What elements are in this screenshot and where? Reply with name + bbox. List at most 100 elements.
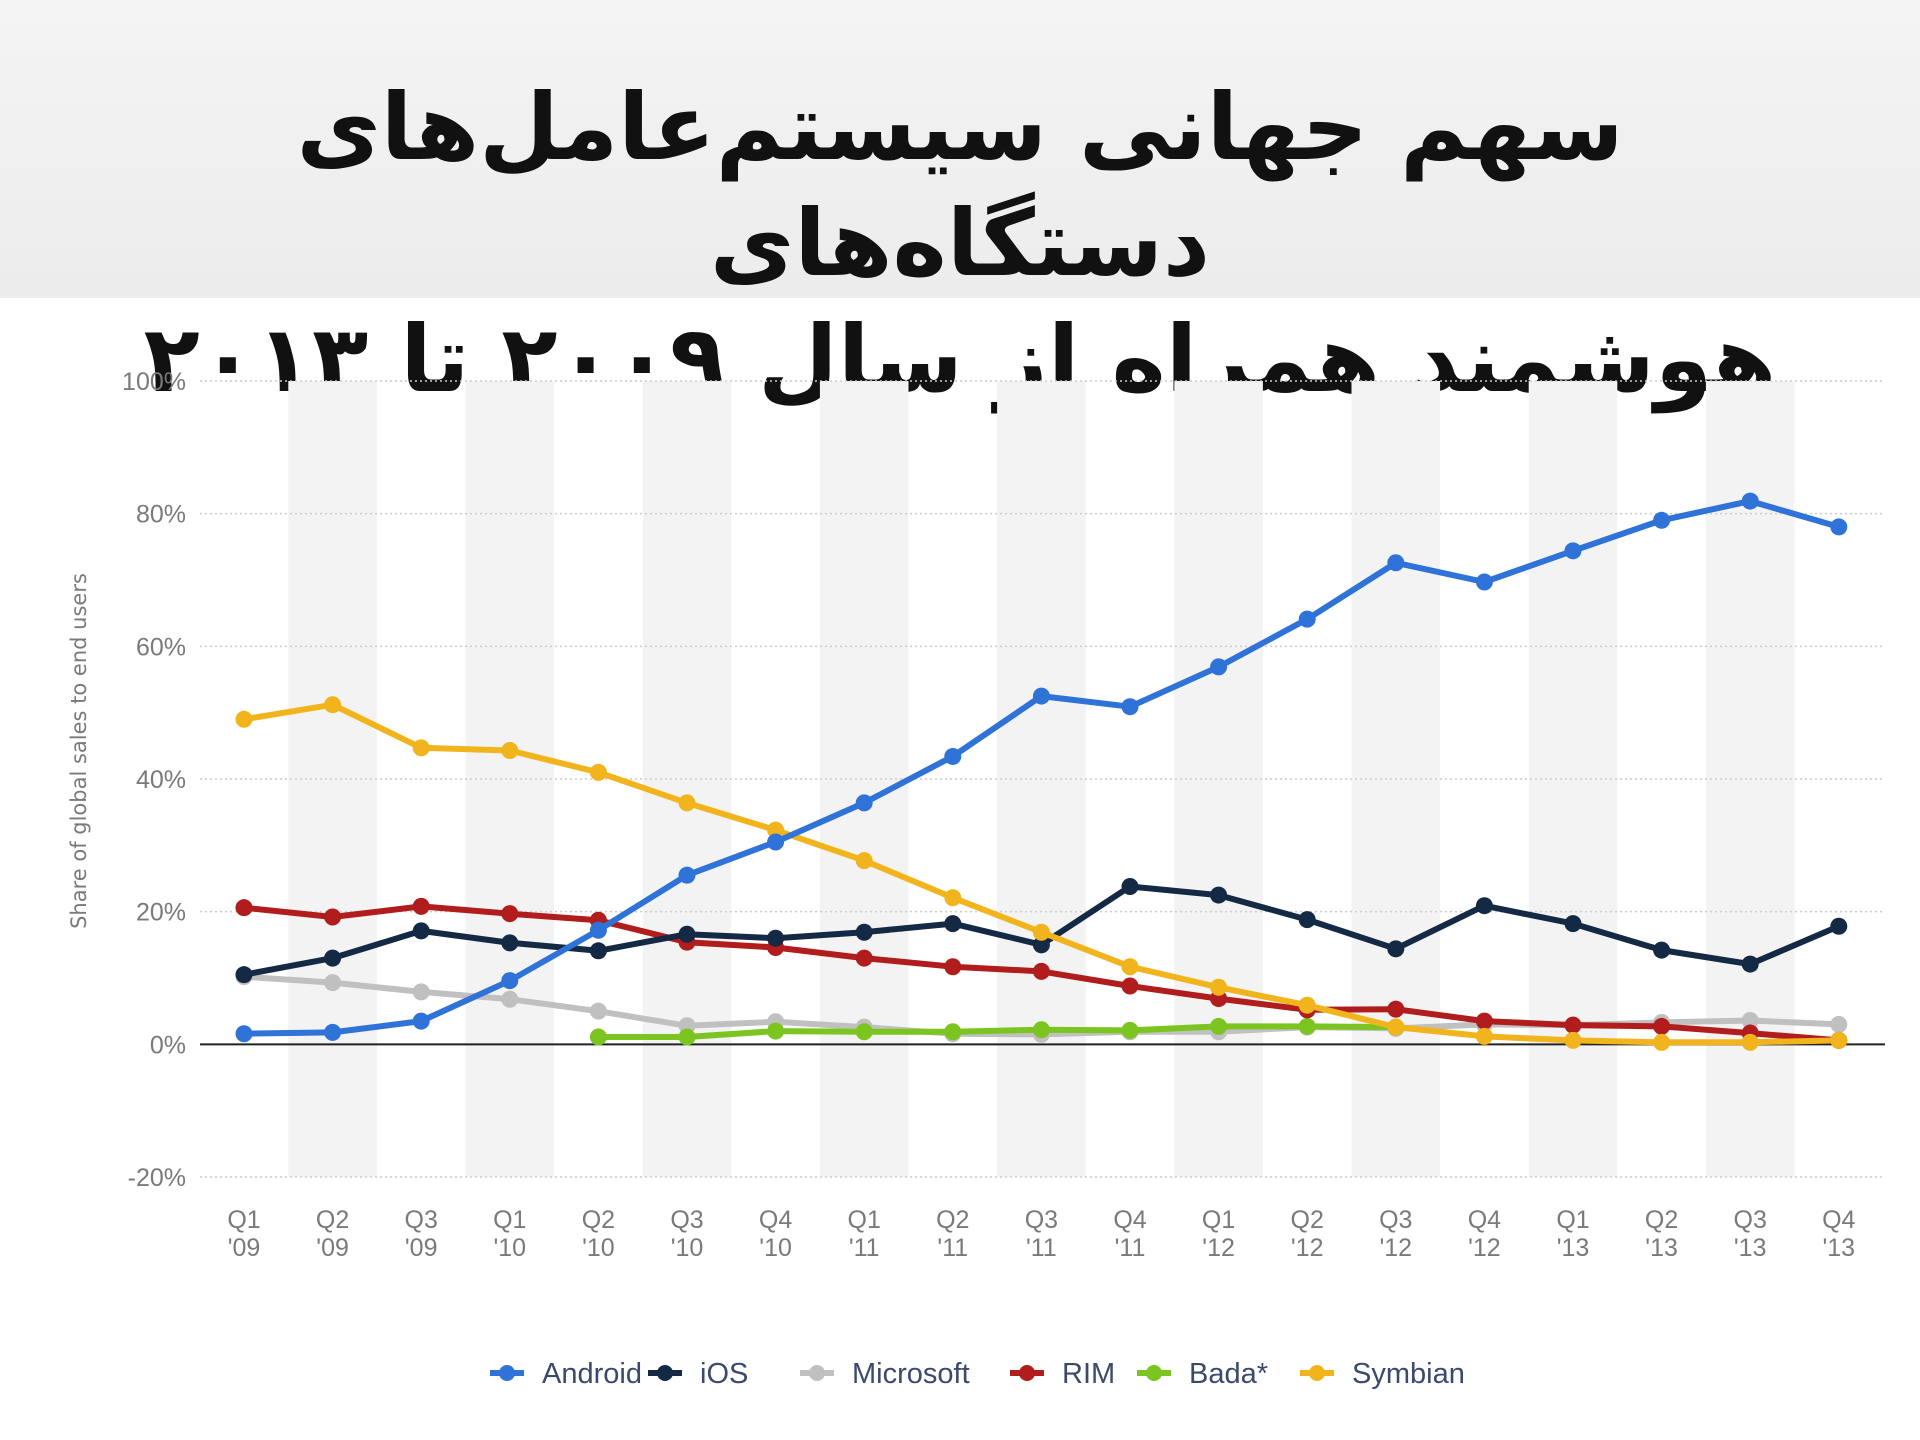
data-point xyxy=(1475,897,1493,915)
data-point xyxy=(767,929,785,947)
x-tick-label: Q3'12 xyxy=(1379,1206,1412,1262)
data-point xyxy=(1653,1017,1671,1035)
data-point xyxy=(1653,511,1671,529)
data-point xyxy=(678,866,696,884)
data-point xyxy=(1564,1031,1582,1049)
data-point xyxy=(589,942,607,960)
x-tick-label: Q4'13 xyxy=(1822,1206,1855,1262)
data-point xyxy=(944,1023,962,1041)
chart-title-line-2: هوشمند همراه از سال ۲۰۰۹ تا ۲۰۱۳ xyxy=(143,306,1777,413)
data-point xyxy=(1121,1021,1139,1039)
data-point xyxy=(1032,1021,1050,1039)
data-point xyxy=(1653,941,1671,959)
data-point xyxy=(235,966,253,984)
data-point xyxy=(1387,1000,1405,1018)
y-axis-ticks: 100% 80% 60% 40% 20% 0% -20% xyxy=(122,368,186,1192)
chart-title-line-1: سهم جهانی سیستم‌عامل‌های دستگاه‌های xyxy=(296,74,1624,297)
data-point xyxy=(1475,573,1493,591)
data-point xyxy=(1298,1017,1316,1035)
y-axis-label: Share of global sales to end users xyxy=(67,573,91,929)
x-tick-label: Q1'12 xyxy=(1202,1206,1235,1262)
data-point xyxy=(1032,962,1050,980)
chart-title: سهم جهانی سیستم‌عامل‌های دستگاه‌های هوشم… xyxy=(80,70,1840,418)
data-point xyxy=(589,763,607,781)
y-tick-label: -20% xyxy=(128,1164,186,1192)
data-point xyxy=(324,974,342,992)
x-tick-label: Q3'10 xyxy=(670,1206,703,1262)
data-point xyxy=(1564,1016,1582,1034)
data-point xyxy=(678,1028,696,1046)
data-point xyxy=(1564,915,1582,933)
x-tick-label: Q2'12 xyxy=(1291,1206,1324,1262)
series-android xyxy=(235,492,1848,1043)
data-point xyxy=(1564,542,1582,560)
data-point xyxy=(1830,917,1848,935)
data-point xyxy=(1032,687,1050,705)
data-point xyxy=(1475,1027,1493,1045)
data-point xyxy=(678,794,696,812)
data-point xyxy=(589,1028,607,1046)
data-point xyxy=(944,958,962,976)
data-point xyxy=(1121,958,1139,976)
y-tick-label: 100% xyxy=(122,368,186,396)
legend-item: Microsoft xyxy=(800,1358,970,1390)
data-point xyxy=(412,739,430,757)
legend-swatch-marker xyxy=(1309,1365,1325,1381)
legend-label: Microsoft xyxy=(852,1358,970,1390)
y-tick-label: 0% xyxy=(150,1031,186,1059)
legend-label: Android xyxy=(542,1358,642,1390)
x-tick-label: Q1'13 xyxy=(1556,1206,1589,1262)
data-point xyxy=(1298,610,1316,628)
line-chart: 100%80%60%40%20%0%-20% Q1'09Q2'09Q3'09Q1… xyxy=(67,368,1885,1390)
data-point xyxy=(501,990,519,1008)
data-point xyxy=(589,1002,607,1020)
data-point xyxy=(324,696,342,714)
data-point xyxy=(1032,923,1050,941)
data-point xyxy=(412,897,430,915)
data-point xyxy=(1210,886,1228,904)
data-point xyxy=(1830,518,1848,536)
legend-item: Bada* xyxy=(1137,1358,1268,1390)
data-point xyxy=(767,833,785,851)
x-tick-label: Q3'11 xyxy=(1025,1206,1058,1262)
data-point xyxy=(501,905,519,923)
x-tick-label: Q4'10 xyxy=(759,1206,792,1262)
legend-item: iOS xyxy=(648,1358,748,1390)
data-point xyxy=(1475,1012,1493,1030)
data-point xyxy=(1121,877,1139,895)
x-tick-label: Q2'09 xyxy=(316,1206,349,1262)
x-tick-label: Q2'13 xyxy=(1645,1206,1678,1262)
data-point xyxy=(324,908,342,926)
data-point xyxy=(1741,492,1759,510)
data-point xyxy=(767,1022,785,1040)
data-point xyxy=(1298,996,1316,1014)
data-point xyxy=(1210,658,1228,676)
data-point xyxy=(1741,1011,1759,1029)
legend-label: iOS xyxy=(700,1358,748,1390)
data-point xyxy=(1298,911,1316,929)
data-point xyxy=(324,1023,342,1041)
legend-swatch-marker xyxy=(657,1365,673,1381)
x-tick-label: Q2'10 xyxy=(582,1206,615,1262)
y-tick-label: 80% xyxy=(136,501,186,529)
x-tick-label: Q3'09 xyxy=(405,1206,438,1262)
data-point xyxy=(1741,955,1759,973)
x-tick-label: Q4'12 xyxy=(1468,1206,1501,1262)
data-point xyxy=(855,794,873,812)
data-point xyxy=(501,934,519,952)
data-point xyxy=(501,741,519,759)
title-band xyxy=(0,0,1920,298)
data-point xyxy=(678,925,696,943)
series-lines xyxy=(235,492,1848,1051)
x-tick-label: Q1'11 xyxy=(848,1206,881,1262)
data-point xyxy=(1830,1031,1848,1049)
x-tick-label: Q4'11 xyxy=(1113,1206,1146,1262)
data-point xyxy=(855,923,873,941)
data-point xyxy=(589,921,607,939)
data-point xyxy=(1210,978,1228,996)
x-tick-label: Q3'13 xyxy=(1734,1206,1767,1262)
series-symbian xyxy=(235,696,1848,1051)
data-point xyxy=(412,983,430,1001)
column-band xyxy=(1174,381,1263,1177)
data-point xyxy=(855,852,873,870)
